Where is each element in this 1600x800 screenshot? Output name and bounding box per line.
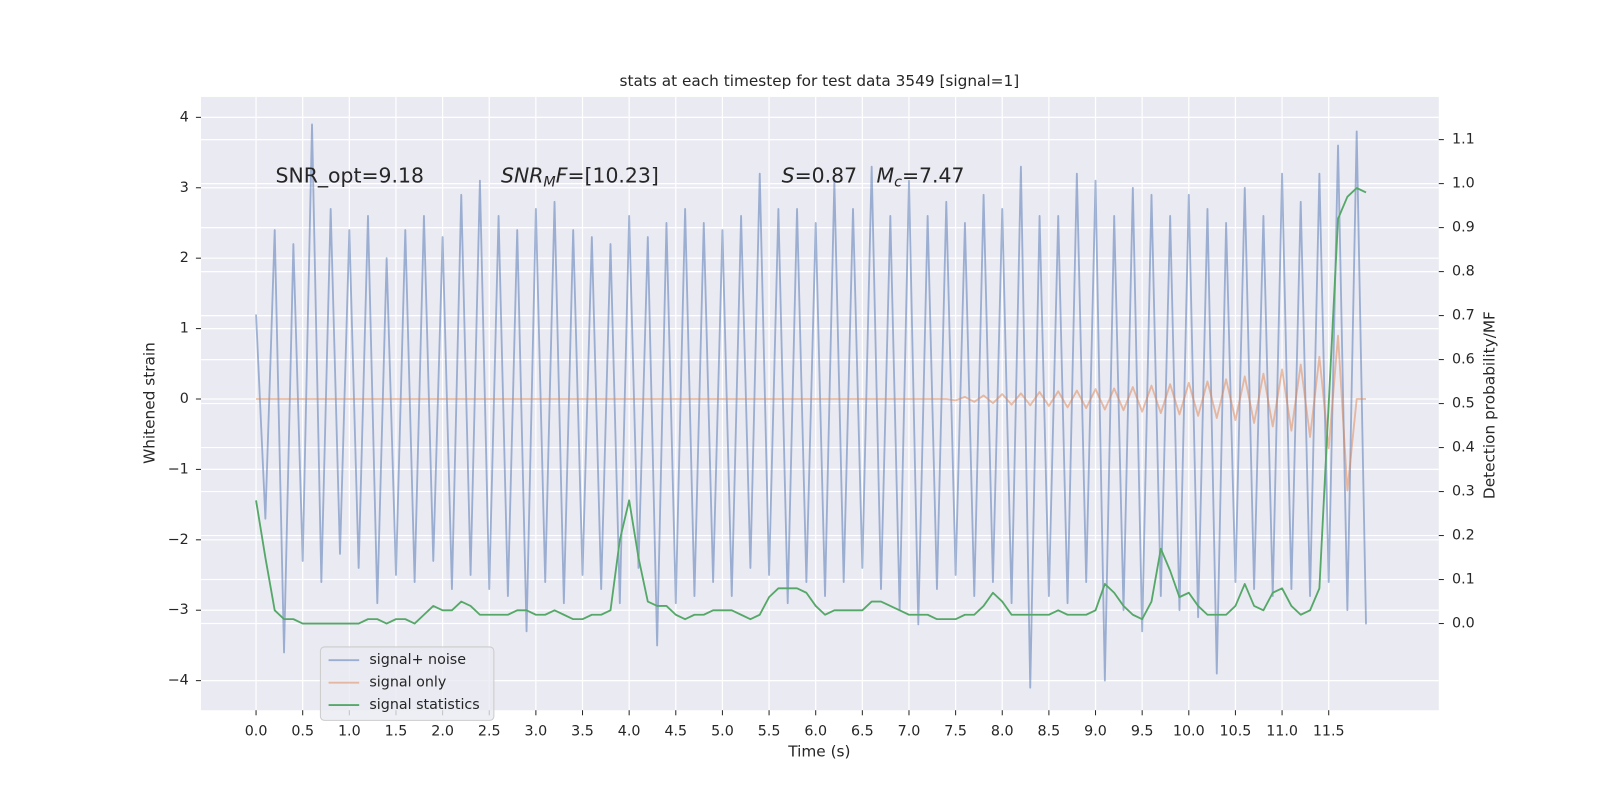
- chart-title: stats at each timestep for test data 354…: [620, 72, 1020, 90]
- y-tick-label: −1: [168, 461, 189, 477]
- y2-tick-label: 0.6: [1452, 352, 1475, 368]
- annotation-part: =7.47: [902, 164, 965, 188]
- y2-tick-label: 1.1: [1452, 132, 1475, 148]
- y-tick-label: 0: [180, 391, 189, 407]
- y-axis-label: Whitened strain: [141, 342, 159, 464]
- y2-tick-label: 0.0: [1452, 616, 1475, 632]
- y2-tick-label: 0.9: [1452, 220, 1475, 236]
- x-tick-label: 0.0: [245, 724, 268, 740]
- annotation-part: SNR_opt=9.18: [276, 164, 424, 189]
- marks: [255, 123, 1367, 689]
- x-tick-label: 4.5: [664, 724, 687, 740]
- annotation-part: F: [556, 164, 568, 188]
- x-tick-label: 11.0: [1266, 724, 1298, 740]
- x-tick-label: 3.0: [525, 724, 548, 740]
- x-tick-label: 9.0: [1084, 724, 1107, 740]
- y2-tick-label: 0.3: [1452, 484, 1475, 500]
- x-tick-label: 2.5: [478, 724, 501, 740]
- x-tick-label: 8.0: [991, 724, 1014, 740]
- x-tick-label: 4.0: [618, 724, 641, 740]
- annotation-part: M: [543, 175, 555, 191]
- x-tick-label: 11.5: [1313, 724, 1345, 740]
- annotation-part: =[10.23]: [567, 164, 658, 188]
- y-tick-label: −4: [168, 673, 189, 689]
- y2-tick-label: 0.5: [1452, 396, 1475, 412]
- x-tick-label: 1.5: [385, 724, 408, 740]
- legend-label: signal only: [369, 675, 446, 691]
- y2-tick-label: 0.8: [1452, 264, 1475, 280]
- x-tick-label: 9.5: [1131, 724, 1154, 740]
- y2-tick-label: 0.4: [1452, 440, 1475, 456]
- annotation: S=0.87 Mc=7.47: [782, 164, 965, 191]
- x-tick-label: 3.5: [571, 724, 594, 740]
- y-tick-label: 4: [180, 109, 189, 125]
- annotation-part: =0.87: [795, 164, 877, 188]
- series-line: [255, 187, 1367, 625]
- series-line: [255, 123, 1367, 689]
- y-tick-label: 3: [180, 180, 189, 196]
- x-tick-label: 10.0: [1173, 724, 1205, 740]
- x-tick-label: 10.5: [1220, 724, 1252, 740]
- annotation-part: c: [894, 175, 902, 191]
- annotation-part: M: [877, 164, 895, 188]
- axes: 0.0 0.5 1.0 1.5 2.0 2.5 3.0 3.5 4.0 4.5 5.0 5.5 6.0 6…: [168, 109, 1475, 739]
- y2-axis-label: Detection probability/MF: [1480, 311, 1498, 499]
- x-tick-label: 0.5: [291, 724, 314, 740]
- x-tick-label: 7.5: [944, 724, 967, 740]
- x-tick-label: 6.5: [851, 724, 874, 740]
- x-tick-label: 5.0: [711, 724, 734, 740]
- y-tick-label: −2: [168, 532, 189, 548]
- annotation: SNR_opt=9.18: [276, 164, 424, 189]
- annotation: SNRMF=[10.23]: [501, 164, 659, 191]
- legend-label: signal statistics: [369, 697, 479, 713]
- x-tick-label: 7.0: [898, 724, 921, 740]
- legend-label: signal+ noise: [369, 652, 466, 668]
- y2-tick-label: 0.1: [1452, 572, 1475, 588]
- y-tick-label: 1: [180, 321, 189, 337]
- y-tick-label: −3: [168, 602, 189, 618]
- y-tick-label: 2: [180, 250, 189, 266]
- y2-tick-label: 1.0: [1452, 176, 1475, 192]
- x-axis-label: Time (s): [787, 743, 850, 761]
- x-tick-label: 2.0: [431, 724, 454, 740]
- legend-box: [319, 646, 495, 721]
- x-tick-label: 1.0: [338, 724, 361, 740]
- annotation-part: S: [782, 164, 795, 188]
- x-tick-label: 5.5: [758, 724, 781, 740]
- y2-tick-label: 0.2: [1452, 528, 1475, 544]
- series-line: [256, 334, 1367, 492]
- x-tick-label: 8.5: [1038, 724, 1061, 740]
- annotation-part: SNR: [501, 164, 543, 188]
- x-tick-label: 6.0: [804, 724, 827, 740]
- y2-tick-label: 0.7: [1452, 308, 1475, 324]
